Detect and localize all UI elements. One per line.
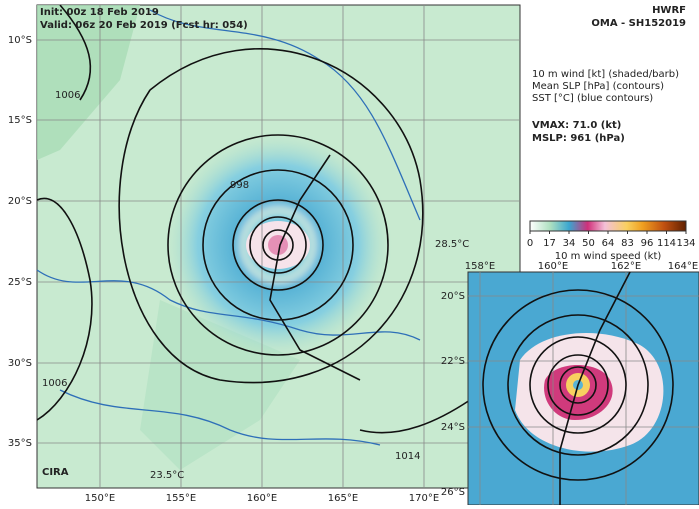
inset-lon-label: 164°E [668,261,698,272]
lon-label: 165°E [328,493,358,504]
legend-line: SST [°C] (blue contours) [532,93,653,104]
colorbar-tick-label: 134 [676,238,695,249]
colorbar-tick-label: 96 [641,238,654,249]
colorbar-tick-label: 17 [543,238,556,249]
legend-line: Mean SLP [hPa] (contours) [532,81,664,92]
lon-label: 155°E [166,493,196,504]
lon-label: 170°E [409,493,439,504]
inset-lat-label: 20°S [441,291,465,302]
contour-label: 998 [230,180,249,191]
lat-label: 20°S [8,196,32,207]
lat-label: 10°S [8,35,32,46]
lat-label: 15°S [8,115,32,126]
lat-label: 35°S [8,438,32,449]
lat-label: 25°S [8,277,32,288]
inset-lon-label: 158°E [465,261,495,272]
main-map [36,4,521,489]
colorbar-tick-label: 50 [582,238,595,249]
lon-label: 150°E [85,493,115,504]
contour-label: 1006 [55,90,80,101]
colorbar-label: 10 m wind speed (kt) [555,251,662,262]
contour-label: 23.5°C [150,470,184,481]
inset-lon-label: 160°E [538,261,568,272]
valid-time: Valid: 06z 20 Feb 2019 (Fcst hr: 054) [40,20,248,31]
init-time: Init: 00z 18 Feb 2019 [40,7,159,18]
contour-label: 28.5°C [435,239,469,250]
colorbar-tick-label: 64 [602,238,615,249]
colorbar-tick-label: 83 [621,238,634,249]
storm: OMA - SH152019 [591,18,686,29]
inset-lat-label: 24°S [441,422,465,433]
logo: CIRA [42,467,69,478]
legend-line: 10 m wind [kt] (shaded/barb) [532,69,679,80]
colorbar-tick-label: 114 [657,238,676,249]
inset-lat-label: 22°S [441,356,465,367]
stat: MSLP: 961 (hPa) [532,133,625,144]
lat-label: 30°S [8,358,32,369]
inset-lat-label: 26°S [441,487,465,498]
inset-map [467,271,699,506]
inset-lon-label: 162°E [611,261,641,272]
colorbar [529,220,687,232]
contour-label: 1006 [42,378,67,389]
model: HWRF [652,5,686,16]
colorbar-tick-label: 0 [527,238,533,249]
lon-label: 160°E [247,493,277,504]
stat: VMAX: 71.0 (kt) [532,120,621,131]
colorbar-tick-label: 34 [563,238,576,249]
contour-label: 1014 [395,451,420,462]
